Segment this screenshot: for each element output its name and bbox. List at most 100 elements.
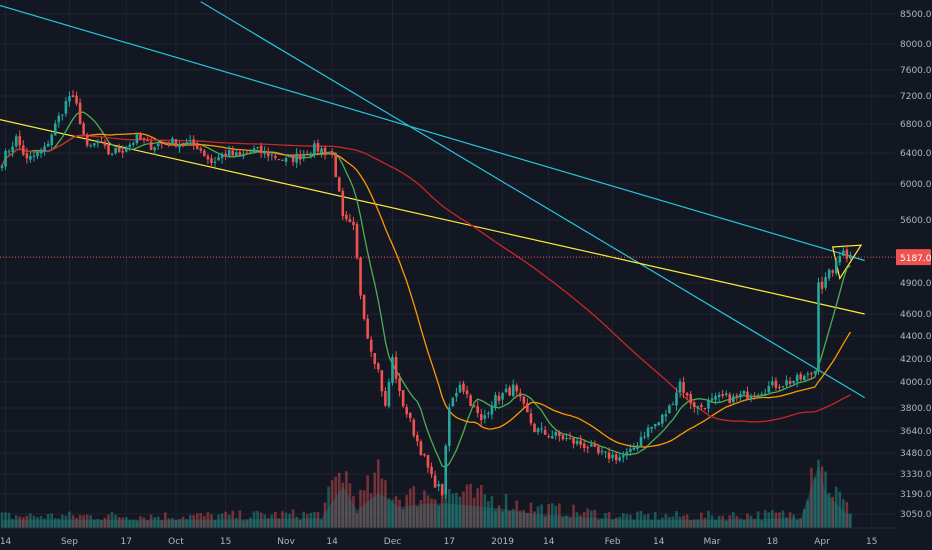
volume-bar [373, 472, 377, 528]
trendlines [0, 1, 865, 399]
volume-bar [572, 504, 575, 528]
candle-body [497, 395, 501, 401]
volume-bar [469, 483, 472, 528]
volume-bar [795, 520, 799, 528]
volume-bar [235, 517, 238, 528]
candle-body [526, 403, 529, 413]
volume-bar [227, 514, 231, 528]
volume-bar [842, 499, 845, 528]
volume-bar [146, 520, 149, 528]
candle-body [408, 412, 412, 419]
volume-bar [831, 496, 834, 528]
volume-bar [93, 519, 96, 528]
volume-bar [845, 501, 849, 528]
candle-body [448, 407, 451, 446]
candle-body [93, 143, 96, 146]
volume-bar [266, 517, 270, 528]
candle-body [359, 257, 362, 296]
volume-bar [352, 496, 355, 528]
volume-bar [444, 495, 448, 528]
volume-bar [345, 471, 348, 528]
candle-body [842, 250, 845, 256]
candle-body [266, 151, 270, 157]
candle-body [469, 395, 472, 406]
candle-body [291, 154, 295, 162]
candle-body [50, 134, 53, 146]
volume-bar [448, 489, 451, 528]
candle-body [572, 437, 575, 444]
volume-bar [703, 517, 707, 528]
volume-bar [320, 519, 323, 528]
candle-body [238, 152, 242, 156]
candle-body [753, 395, 756, 397]
current-price-badge [896, 249, 931, 266]
candle-body [227, 150, 231, 156]
candle-body [501, 393, 504, 400]
candle-body [288, 155, 291, 158]
volume-bar [806, 500, 810, 528]
trendline [0, 4, 865, 262]
volume-bar [689, 520, 692, 528]
volume-bar [288, 513, 291, 528]
volume-bar [579, 515, 582, 528]
candle-body [710, 398, 714, 401]
candle-body [29, 155, 32, 160]
price-tick-label: 4000.00 [900, 378, 932, 388]
candle-body [373, 353, 377, 364]
candle-body [437, 484, 440, 487]
candle-body [220, 154, 224, 159]
volume-bar [785, 516, 788, 528]
candle-body [519, 392, 522, 397]
volume-bar [526, 513, 529, 528]
candle-body [703, 407, 707, 410]
candle-body [522, 396, 526, 404]
candle-body [440, 484, 444, 496]
volume-bar [494, 510, 497, 528]
candle-body [465, 390, 469, 395]
candle-body [117, 147, 121, 152]
volume-bar [692, 519, 696, 528]
volume-bar [586, 508, 590, 528]
volume-bar [167, 518, 171, 528]
volume-bar [384, 480, 387, 528]
candle-body [46, 143, 50, 147]
candle-body [724, 393, 728, 396]
candle-body [472, 405, 476, 407]
candle-body [490, 405, 494, 415]
volume-bar [313, 511, 316, 528]
candle-body [284, 157, 288, 162]
candle-body [0, 165, 4, 169]
candle-body [792, 380, 795, 384]
volume-bar [668, 516, 671, 528]
candle-body [575, 440, 579, 444]
volume-bar [739, 518, 742, 528]
volume-bar [721, 515, 724, 528]
volume-bar [657, 519, 661, 528]
volume-bar [611, 519, 614, 528]
candle-body [160, 143, 164, 145]
candle-body [22, 145, 25, 155]
volume-bar [824, 471, 827, 528]
candle-body [362, 294, 366, 319]
price-axis[interactable]: 8500.00 8000.00 7600.00 7200.00 6800.00 6400.… [900, 10, 932, 520]
volume-bar [529, 502, 533, 528]
time-tick-label: Oct [168, 537, 184, 547]
time-tick-label: 15 [866, 537, 877, 547]
volume-bar [476, 488, 479, 528]
candle-body [767, 386, 771, 393]
candle-body [110, 153, 114, 155]
volume-bar [661, 517, 664, 528]
volume-bar [774, 512, 778, 528]
candle-body [483, 415, 487, 419]
candle-body [700, 404, 703, 408]
candle-body [586, 447, 590, 449]
volume-bar [256, 510, 259, 528]
volume-bar [519, 510, 522, 528]
time-axis[interactable]: 14 Sep 17 Oct 15 Nov 14 Dec 17 2019 14 Feb 14 Mar 18 Ap… [0, 527, 895, 547]
candle-body [540, 428, 543, 430]
candle-body [171, 138, 174, 145]
candle-body [508, 387, 511, 396]
volume-bar [561, 516, 565, 528]
candle-body [352, 221, 355, 225]
